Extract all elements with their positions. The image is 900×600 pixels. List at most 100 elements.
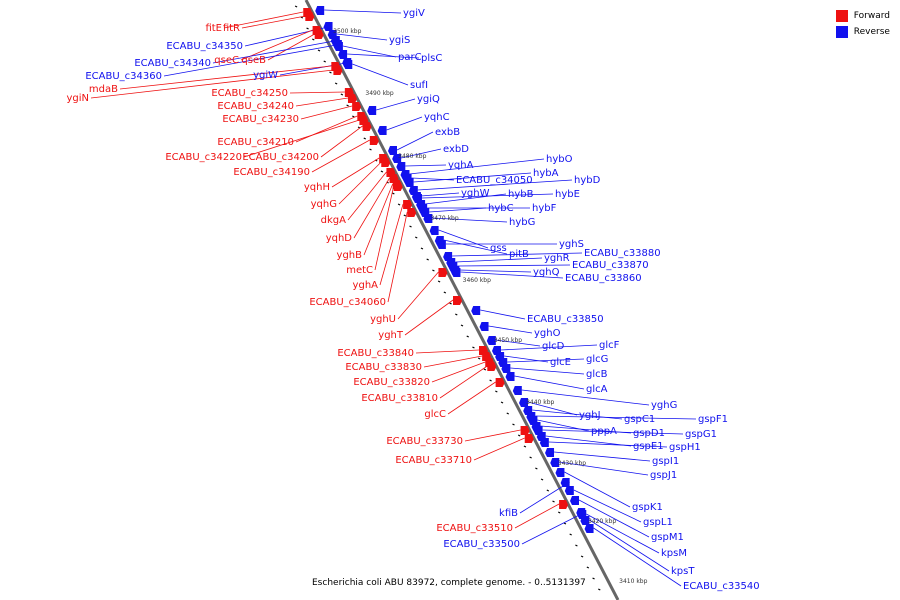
- gene-feature-yghA[interactable]: [403, 200, 413, 209]
- gene-label-yghW[interactable]: yghW: [461, 188, 490, 199]
- gene-feature-hybE[interactable]: [412, 194, 422, 203]
- gene-feature-exbB[interactable]: [388, 146, 397, 155]
- gene-label-parC[interactable]: parC: [398, 52, 422, 63]
- gene-label-kfiB[interactable]: kfiB: [499, 508, 518, 519]
- gene-feature-yghJ[interactable]: [519, 398, 529, 407]
- gene-label-ECABU_c34050[interactable]: ECABU_c34050: [456, 175, 533, 186]
- gene-label-yghT[interactable]: yghT: [378, 330, 404, 341]
- gene-label-kpsT[interactable]: kpsT: [671, 566, 695, 577]
- gene-feature-ECABU_c34200[interactable]: [362, 122, 372, 131]
- gene-label-qseB[interactable]: qseB: [241, 55, 266, 66]
- gene-feature-gspJ1[interactable]: [550, 458, 560, 467]
- gene-label-ECABU_c34060[interactable]: ECABU_c34060: [309, 297, 386, 308]
- gene-feature-yghG[interactable]: [512, 386, 522, 395]
- gene-label-metC[interactable]: metC: [346, 265, 373, 276]
- gene-feature-yghU[interactable]: [438, 268, 448, 277]
- gene-feature-gspH1[interactable]: [539, 438, 549, 447]
- gene-feature-ECABU_c34050[interactable]: [402, 174, 412, 183]
- gene-feature-ECABU_c33540[interactable]: [584, 524, 594, 533]
- gene-label-gspD1[interactable]: gspD1: [633, 428, 665, 439]
- gene-feature-ygiN[interactable]: [333, 66, 343, 75]
- gene-feature-ECABU_c34190[interactable]: [369, 136, 379, 145]
- gene-label-yqhD[interactable]: yqhD: [326, 233, 353, 244]
- gene-label-ECABU_c33710[interactable]: ECABU_c33710: [395, 455, 472, 466]
- gene-feature-ygiQ[interactable]: [367, 106, 377, 115]
- gene-label-ECABU_c33810[interactable]: ECABU_c33810: [361, 393, 438, 404]
- gene-label-hybD[interactable]: hybD: [574, 175, 601, 186]
- gene-label-hybO[interactable]: hybO: [546, 154, 573, 165]
- gene-feature-hybG[interactable]: [423, 214, 433, 223]
- gene-feature-yqhA[interactable]: [396, 162, 406, 171]
- gene-label-ECABU_c33540[interactable]: ECABU_c33540: [683, 581, 760, 592]
- gene-label-dkgA[interactable]: dkgA: [321, 215, 346, 226]
- gene-feature-ECABU_c33710[interactable]: [524, 434, 534, 443]
- gene-label-pitB[interactable]: pitB: [509, 249, 529, 260]
- gene-feature-ECABU_c34060[interactable]: [407, 208, 417, 217]
- gene-label-gspC1[interactable]: gspC1: [624, 414, 655, 425]
- gene-feature-ECABU_c33810[interactable]: [487, 362, 497, 371]
- gene-label-hybF[interactable]: hybF: [532, 203, 557, 214]
- gene-feature-ECABU_c34240[interactable]: [347, 94, 357, 103]
- gene-label-hybG[interactable]: hybG: [509, 217, 535, 228]
- gene-label-yqhG[interactable]: yqhG: [311, 199, 337, 210]
- gene-label-glcG[interactable]: glcG: [586, 354, 608, 365]
- gene-feature-pitB[interactable]: [434, 236, 444, 245]
- gene-feature-ECABU_c34360[interactable]: [332, 40, 342, 49]
- gene-label-yghS[interactable]: yghS: [559, 239, 584, 250]
- gene-feature-gspI1[interactable]: [545, 448, 555, 457]
- gene-label-yqhA[interactable]: yqhA: [448, 160, 474, 171]
- gene-feature-fitR[interactable]: [305, 12, 315, 21]
- gene-label-mdaB[interactable]: mdaB: [89, 84, 118, 95]
- gene-label-yqhH[interactable]: yqhH: [304, 182, 330, 193]
- gene-label-fitE[interactable]: fitE: [205, 23, 222, 34]
- gene-label-ygiS[interactable]: ygiS: [389, 35, 410, 46]
- gene-label-ECABU_c34200[interactable]: ECABU_c34200: [242, 152, 319, 163]
- gene-label-yghA[interactable]: yghA: [353, 280, 379, 291]
- gene-label-ECABU_c34350[interactable]: ECABU_c34350: [166, 41, 243, 52]
- gene-label-yghO[interactable]: yghO: [534, 328, 561, 339]
- gene-label-ECABU_c33880[interactable]: ECABU_c33880: [584, 248, 661, 259]
- gene-feature-hybF[interactable]: [418, 204, 428, 213]
- gene-label-ECABU_c33820[interactable]: ECABU_c33820: [353, 377, 430, 388]
- gene-feature-glcD[interactable]: [486, 336, 496, 345]
- gene-label-gspL1[interactable]: gspL1: [643, 517, 673, 528]
- gene-feature-glcB[interactable]: [501, 364, 511, 373]
- gene-label-exbB[interactable]: exbB: [435, 127, 460, 138]
- gene-label-yghU[interactable]: yghU: [370, 314, 396, 325]
- gene-label-ECABU_c33730[interactable]: ECABU_c33730: [386, 436, 463, 447]
- gene-feature-gspK1[interactable]: [555, 468, 565, 477]
- gene-label-gspE1[interactable]: gspE1: [633, 441, 664, 452]
- gene-feature-kfiB[interactable]: [560, 478, 570, 487]
- gene-label-ECABU_c33830[interactable]: ECABU_c33830: [345, 362, 422, 373]
- gene-label-yghJ[interactable]: yghJ: [579, 410, 601, 421]
- gene-label-ECABU_c33500[interactable]: ECABU_c33500: [443, 539, 520, 550]
- gene-feature-sufI[interactable]: [343, 60, 353, 69]
- gene-label-yghB[interactable]: yghB: [337, 250, 363, 261]
- gene-label-fitR[interactable]: fitR: [223, 23, 240, 34]
- gene-label-ygiV[interactable]: ygiV: [403, 8, 425, 19]
- gene-label-yghG[interactable]: yghG: [651, 400, 677, 411]
- gene-label-glcB[interactable]: glcB: [586, 369, 608, 380]
- gene-label-gspI1[interactable]: gspI1: [652, 456, 679, 467]
- gene-label-qseC[interactable]: qseC: [214, 55, 239, 66]
- gene-label-ECABU_c34250[interactable]: ECABU_c34250: [211, 88, 288, 99]
- gene-feature-yqhC[interactable]: [377, 126, 387, 135]
- gene-feature-ECABU_c33510[interactable]: [559, 500, 569, 509]
- gene-label-ECABU_c33840[interactable]: ECABU_c33840: [337, 348, 414, 359]
- gene-label-yghR[interactable]: yghR: [544, 253, 570, 264]
- gene-label-ygiQ[interactable]: ygiQ: [417, 94, 440, 105]
- gene-label-exbD[interactable]: exbD: [443, 144, 469, 155]
- gene-feature-ECABU_c34230[interactable]: [352, 102, 362, 111]
- gene-label-sufI[interactable]: sufI: [410, 80, 428, 91]
- gene-feature-yghT[interactable]: [453, 296, 462, 305]
- gene-label-ECABU_c33860[interactable]: ECABU_c33860: [565, 273, 642, 284]
- gene-feature-yqhG[interactable]: [381, 158, 391, 167]
- gene-feature-qseB[interactable]: [314, 30, 324, 39]
- gene-label-hybE[interactable]: hybE: [555, 189, 580, 200]
- gene-feature-gspM1[interactable]: [570, 496, 579, 505]
- gene-label-ECABU_c33870[interactable]: ECABU_c33870: [572, 260, 649, 271]
- gene-label-gspJ1[interactable]: gspJ1: [650, 470, 677, 481]
- gene-feature-yghO[interactable]: [479, 322, 489, 331]
- gene-feature-glcA[interactable]: [505, 372, 515, 381]
- gene-feature-ECABU_c33850[interactable]: [471, 306, 481, 315]
